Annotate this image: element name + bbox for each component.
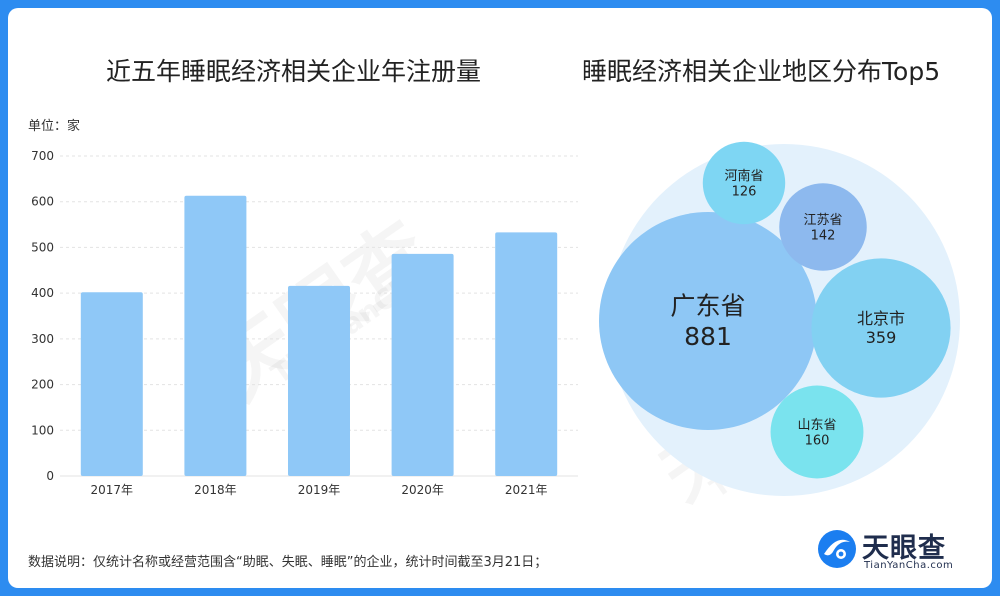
bubble [779, 183, 867, 271]
bubble [702, 141, 786, 225]
bar [80, 292, 143, 476]
y-tick-label: 600 [31, 195, 54, 209]
x-tick-label: 2020年 [401, 483, 444, 497]
bubble-name-label: 北京市 [857, 309, 905, 328]
x-tick-label: 2017年 [91, 483, 134, 497]
y-tick-label: 500 [31, 240, 54, 254]
bubble-value-label: 881 [684, 322, 732, 351]
bubble [770, 385, 864, 479]
y-tick-label: 100 [31, 423, 54, 437]
bubble-chart-title: 睡眠经济相关企业地区分布Top5 [582, 57, 941, 86]
x-tick-label: 2018年 [194, 483, 237, 497]
bar-chart-title: 近五年睡眠经济相关企业年注册量 [106, 57, 482, 86]
tianyancha-logo: 天眼查 TianYanCha.com [816, 524, 976, 576]
bubble-value-label: 142 [811, 228, 836, 243]
bar [495, 232, 558, 476]
logo-icon [818, 530, 856, 568]
bubble-name-label: 江苏省 [803, 212, 842, 228]
bubble-value-label: 126 [732, 184, 757, 199]
bubble [599, 212, 817, 430]
y-tick-label: 300 [31, 332, 54, 346]
bubble-value-label: 160 [805, 433, 830, 448]
unit-label: 单位：家 [28, 119, 81, 134]
y-tick-label: 700 [31, 149, 54, 163]
bar [391, 253, 454, 476]
chart-frame: 天眼查 TianYanCha 天眼查 TianYanCha 近五年睡眠经济相关企… [8, 8, 992, 588]
bar-chart: 0 100 200 300 400 500 600 700 2017年 2018年 2019年 202… [31, 149, 578, 497]
logo-name: 天眼查 [862, 533, 946, 564]
bubble-value-label: 359 [866, 328, 897, 347]
bubble [811, 258, 951, 398]
y-tick-label: 400 [31, 286, 54, 300]
bubble-name-label: 山东省 [797, 418, 836, 433]
x-tick-label: 2019年 [298, 483, 341, 497]
bar [184, 195, 247, 476]
bar [288, 285, 350, 476]
logo-subtitle: TianYanCha.com [864, 560, 954, 571]
y-tick-label: 200 [31, 378, 54, 392]
bubble-name-label: 广东省 [670, 292, 745, 321]
y-tick-label: 0 [46, 469, 54, 483]
bubble-name-label: 河南省 [724, 168, 763, 184]
x-tick-label: 2021年 [505, 483, 548, 497]
footnote: 数据说明：仅统计名称或经营范围含“助眠、失眠、睡眠”的企业，统计时间截至3月21… [28, 555, 548, 570]
